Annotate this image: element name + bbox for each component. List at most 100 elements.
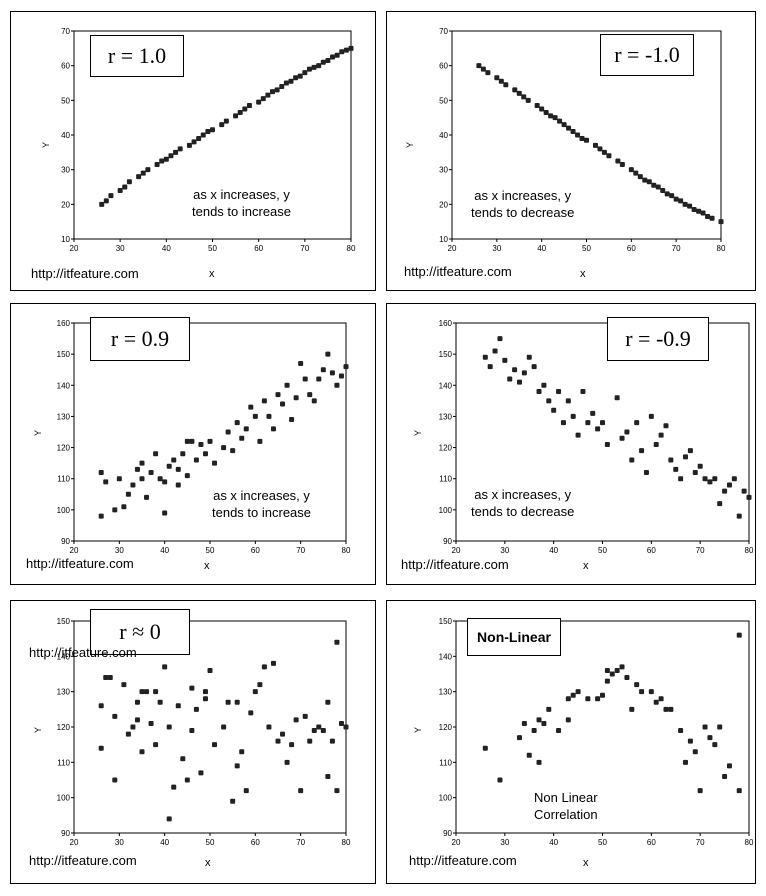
data-point — [257, 438, 263, 444]
data-point — [525, 97, 531, 103]
data-point — [492, 348, 498, 354]
y-tick-label: 70 — [61, 27, 70, 36]
data-point — [320, 728, 326, 734]
data-point — [497, 336, 503, 342]
data-point — [655, 184, 661, 190]
data-point — [548, 113, 554, 119]
data-point — [125, 731, 131, 737]
data-point — [293, 395, 299, 401]
data-point — [234, 420, 240, 426]
data-point — [485, 70, 491, 76]
data-point — [293, 717, 299, 723]
source-link[interactable]: http://itfeature.com — [409, 853, 517, 868]
data-point — [242, 106, 248, 112]
data-point — [619, 161, 625, 167]
data-point — [534, 103, 540, 109]
source-link[interactable]: http://itfeature.com — [29, 645, 137, 660]
x-axis-label: x — [209, 268, 215, 280]
data-point — [700, 210, 706, 216]
data-point — [646, 179, 652, 185]
y-tick-label: 30 — [61, 166, 70, 175]
data-point — [609, 671, 615, 677]
data-point — [230, 448, 236, 454]
y-tick-label: 20 — [61, 200, 70, 209]
trend-note-line: tends to decrease — [471, 205, 575, 220]
data-point — [705, 213, 711, 219]
x-tick-label: 60 — [251, 546, 260, 555]
data-point — [601, 149, 607, 155]
data-point — [261, 398, 267, 404]
data-point — [565, 696, 571, 702]
data-point — [140, 170, 146, 176]
data-point — [687, 448, 693, 454]
data-point — [718, 219, 724, 225]
y-tick-label: 30 — [439, 166, 448, 175]
source-link[interactable]: http://itfeature.com — [26, 556, 134, 571]
data-point — [280, 731, 286, 737]
data-point — [560, 420, 566, 426]
data-point — [658, 432, 664, 438]
x-tick-label: 50 — [598, 838, 607, 847]
data-point — [98, 745, 104, 751]
data-point — [615, 158, 621, 164]
data-point — [546, 706, 552, 712]
data-point — [180, 451, 186, 457]
data-point — [316, 376, 322, 382]
data-point — [660, 187, 666, 193]
data-point — [284, 382, 290, 388]
x-tick-label: 60 — [647, 838, 656, 847]
data-point — [325, 57, 331, 63]
x-axis-label: x — [205, 857, 211, 869]
data-point — [329, 370, 335, 376]
data-point — [526, 752, 532, 758]
data-point — [153, 742, 159, 748]
data-point — [279, 83, 285, 89]
data-point — [692, 469, 698, 475]
data-point — [221, 724, 227, 730]
data-point — [709, 215, 715, 221]
data-point — [521, 370, 527, 376]
data-point — [678, 728, 684, 734]
data-point — [210, 127, 215, 133]
data-point — [585, 420, 591, 426]
source-link[interactable]: http://itfeature.com — [404, 264, 512, 279]
data-point — [590, 410, 596, 416]
x-tick-label: 20 — [452, 838, 461, 847]
data-point — [696, 208, 702, 214]
x-tick-label: 60 — [647, 546, 656, 555]
data-point — [193, 706, 199, 712]
y-tick-label: 100 — [439, 794, 453, 803]
data-point — [112, 713, 118, 719]
x-axis-label: x — [204, 560, 210, 572]
correlation-label: r = 1.0 — [90, 35, 184, 77]
y-tick-label: 70 — [439, 27, 448, 36]
data-point — [233, 113, 239, 119]
x-tick-label: 20 — [70, 244, 79, 253]
data-point — [600, 420, 605, 426]
data-point — [343, 364, 349, 370]
x-tick-label: 70 — [296, 546, 305, 555]
data-point — [614, 667, 620, 673]
data-point — [98, 469, 104, 475]
x-tick-label: 50 — [598, 546, 607, 555]
data-point — [202, 451, 208, 457]
data-point — [628, 167, 634, 173]
y-axis-label: Y — [413, 429, 424, 437]
data-point — [288, 78, 294, 84]
source-link[interactable]: http://itfeature.com — [401, 557, 509, 572]
data-point — [343, 47, 349, 53]
x-tick-label: 20 — [452, 546, 461, 555]
correlation-label: r = -0.9 — [607, 317, 709, 361]
data-point — [731, 476, 737, 482]
data-point — [663, 706, 669, 712]
source-link[interactable]: http://itfeature.com — [31, 266, 139, 281]
data-point — [653, 699, 659, 705]
source-link[interactable]: http://itfeature.com — [29, 853, 137, 868]
data-point — [148, 720, 154, 726]
y-tick-label: 90 — [443, 829, 452, 838]
data-point — [248, 710, 254, 716]
data-point — [212, 460, 218, 466]
data-point — [541, 720, 547, 726]
data-point — [702, 476, 708, 482]
x-tick-label: 30 — [500, 838, 509, 847]
